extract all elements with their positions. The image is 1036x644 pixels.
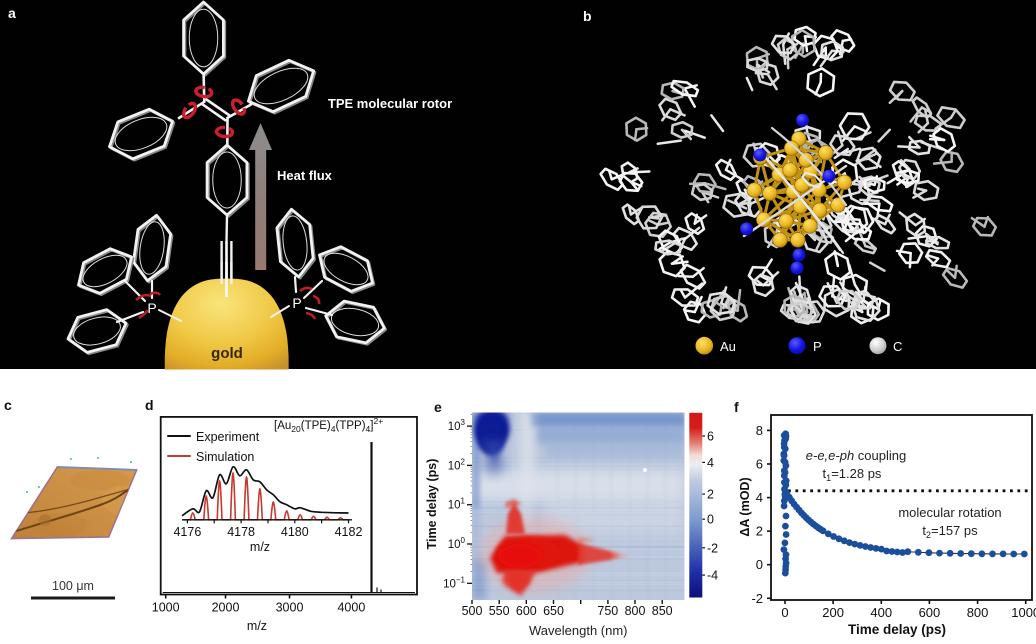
svg-text:a: a bbox=[8, 5, 16, 21]
svg-text:P: P bbox=[292, 295, 301, 311]
svg-text:101: 101 bbox=[448, 497, 466, 512]
svg-text:6: 6 bbox=[707, 430, 714, 444]
svg-text:0: 0 bbox=[781, 605, 788, 620]
svg-text:4: 4 bbox=[756, 490, 763, 505]
svg-text:100: 100 bbox=[448, 536, 466, 551]
svg-text:100 μm: 100 μm bbox=[52, 579, 94, 593]
svg-text:molecular rotation: molecular rotation bbox=[898, 505, 1001, 520]
svg-text:b: b bbox=[583, 8, 592, 24]
svg-text:d: d bbox=[145, 397, 154, 413]
svg-text:Time delay (ps): Time delay (ps) bbox=[848, 622, 946, 637]
svg-text:10−1: 10−1 bbox=[443, 575, 465, 590]
svg-text:4: 4 bbox=[707, 456, 714, 470]
svg-text:4182: 4182 bbox=[335, 525, 363, 539]
svg-text:-2: -2 bbox=[707, 541, 718, 555]
svg-text:800: 800 bbox=[967, 605, 989, 620]
svg-text:400: 400 bbox=[870, 605, 892, 620]
svg-text:m/z: m/z bbox=[250, 540, 270, 554]
svg-text:2000: 2000 bbox=[212, 601, 240, 615]
svg-text:Experiment: Experiment bbox=[196, 430, 260, 444]
svg-text:102: 102 bbox=[448, 457, 466, 472]
svg-text:3000: 3000 bbox=[276, 601, 304, 615]
svg-text:2: 2 bbox=[707, 488, 714, 502]
svg-text:6: 6 bbox=[756, 456, 763, 471]
svg-text:m/z: m/z bbox=[247, 619, 267, 633]
svg-text:103: 103 bbox=[448, 418, 466, 433]
svg-text:1000: 1000 bbox=[1011, 605, 1036, 620]
svg-text:Time delay (ps): Time delay (ps) bbox=[425, 459, 439, 550]
svg-text:4176: 4176 bbox=[173, 525, 201, 539]
svg-text:600: 600 bbox=[516, 604, 537, 618]
svg-text:4180: 4180 bbox=[281, 525, 309, 539]
svg-text:850: 850 bbox=[652, 604, 673, 618]
svg-text:4178: 4178 bbox=[227, 525, 255, 539]
svg-text:Heat flux: Heat flux bbox=[277, 168, 333, 183]
svg-text:TPE molecular rotor: TPE molecular rotor bbox=[328, 96, 452, 111]
svg-text:C: C bbox=[893, 339, 902, 354]
svg-text:4000: 4000 bbox=[337, 601, 365, 615]
svg-text:8: 8 bbox=[756, 423, 763, 438]
svg-text:Simulation: Simulation bbox=[196, 450, 254, 464]
svg-text:800: 800 bbox=[625, 604, 646, 618]
svg-text:750: 750 bbox=[597, 604, 618, 618]
svg-text:2: 2 bbox=[756, 524, 763, 539]
svg-text:P: P bbox=[813, 339, 822, 354]
svg-text:t1=1.28 ps: t1=1.28 ps bbox=[823, 466, 882, 483]
svg-text:Au: Au bbox=[720, 339, 736, 354]
svg-text:200: 200 bbox=[822, 605, 844, 620]
svg-text:0: 0 bbox=[707, 513, 714, 527]
svg-text:c: c bbox=[4, 397, 12, 413]
svg-text:e: e bbox=[434, 399, 442, 415]
svg-text:0: 0 bbox=[756, 557, 763, 572]
svg-text:f: f bbox=[734, 399, 739, 415]
svg-text:[Au20(TPE)4(TPP)4]2+: [Au20(TPE)4(TPP)4]2+ bbox=[274, 416, 383, 434]
svg-text:600: 600 bbox=[919, 605, 941, 620]
svg-text:e-e,e-ph coupling: e-e,e-ph coupling bbox=[806, 448, 906, 463]
svg-text:t2=157 ps: t2=157 ps bbox=[922, 523, 978, 540]
svg-text:500: 500 bbox=[462, 604, 483, 618]
svg-text:550: 550 bbox=[489, 604, 510, 618]
svg-text:-4: -4 bbox=[707, 569, 718, 583]
svg-text:Wavelength (nm): Wavelength (nm) bbox=[529, 623, 628, 638]
svg-text:P: P bbox=[147, 300, 156, 316]
svg-text:ΔA (mOD): ΔA (mOD) bbox=[738, 477, 752, 536]
svg-text:1000: 1000 bbox=[152, 601, 180, 615]
svg-text:gold: gold bbox=[211, 345, 243, 362]
svg-text:650: 650 bbox=[543, 604, 564, 618]
svg-text:-2: -2 bbox=[751, 591, 763, 606]
